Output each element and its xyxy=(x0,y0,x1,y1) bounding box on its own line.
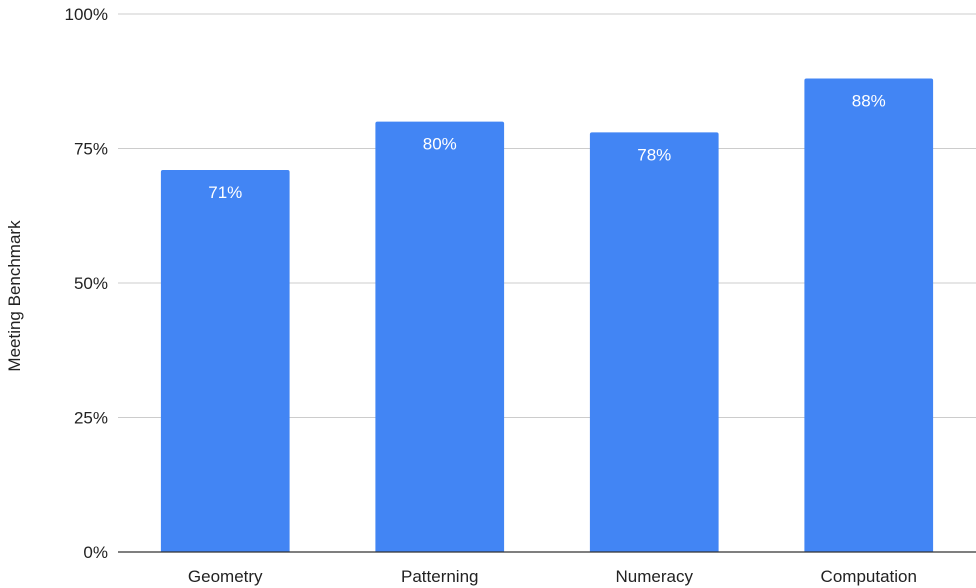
x-category-label: Numeracy xyxy=(616,567,694,586)
y-tick-label: 25% xyxy=(74,409,108,428)
y-axis-title: Meeting Benchmark xyxy=(5,220,24,372)
bars xyxy=(160,78,934,553)
y-tick-label: 0% xyxy=(83,543,108,562)
bar-geometry xyxy=(160,170,290,552)
y-tick-label: 100% xyxy=(65,5,108,24)
x-category-label: Computation xyxy=(821,567,917,586)
y-tick-label: 50% xyxy=(74,274,108,293)
bar-patterning xyxy=(375,121,505,552)
data-label: 88% xyxy=(852,92,886,111)
data-labels: 71% 80% 78% 88% xyxy=(208,92,886,202)
y-tick-label: 75% xyxy=(74,140,108,159)
bar-numeracy xyxy=(589,132,719,553)
bar-computation xyxy=(804,78,934,552)
x-category-label: Patterning xyxy=(401,567,479,586)
y-axis-ticks: 0% 25% 50% 75% 100% xyxy=(65,5,108,562)
data-label: 71% xyxy=(208,183,242,202)
data-label: 78% xyxy=(637,145,671,164)
x-axis-categories: Geometry Patterning Numeracy Computation xyxy=(188,567,917,586)
data-label: 80% xyxy=(423,135,457,154)
x-category-label: Geometry xyxy=(188,567,263,586)
